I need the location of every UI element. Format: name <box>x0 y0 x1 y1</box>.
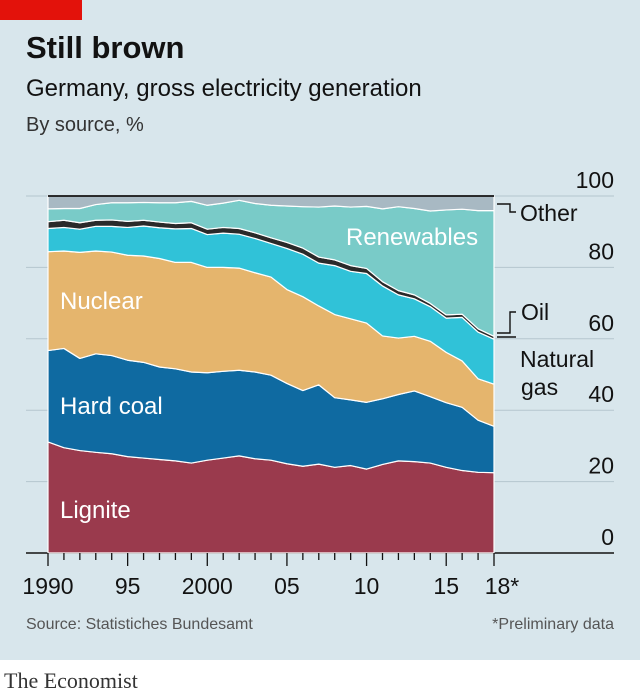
source-note: Source: Statistiches Bundesamt <box>26 616 253 633</box>
side-label-gas: gas <box>521 374 558 400</box>
series-label-nuclear: Nuclear <box>60 288 143 315</box>
x-tick-label: 1990 <box>22 573 73 599</box>
y-tick-label: 100 <box>576 167 614 193</box>
y-tick-label: 0 <box>601 524 614 550</box>
economist-logo: The Economist <box>4 668 138 693</box>
series-label-lignite: Lignite <box>60 497 131 524</box>
brand-red-tag <box>0 0 82 20</box>
side-label-other: Other <box>520 200 578 226</box>
x-tick-label: 05 <box>274 573 300 599</box>
area-series <box>47 195 495 554</box>
series-labels: Lignite Hard coal Nuclear Renewables Oth… <box>60 200 594 524</box>
leader-oil <box>497 311 516 334</box>
stacked-area-chart: 0 20 40 60 80 100 1990 95 2000 05 10 15 18* Lignite… <box>22 167 614 599</box>
y-tick-label: 80 <box>588 238 614 264</box>
x-tick-label: 10 <box>354 573 380 599</box>
x-tick-label: 15 <box>433 573 459 599</box>
y-tick-label: 20 <box>588 453 614 479</box>
y-tick-label: 60 <box>588 310 614 336</box>
footnote: *Preliminary data <box>492 616 614 633</box>
side-label-oil: Oil <box>521 299 549 325</box>
side-label-natural: Natural <box>520 346 594 372</box>
chart-units-label: By source, % <box>26 114 144 136</box>
chart-subtitle: Germany, gross electricity generation <box>26 75 422 102</box>
x-tick-label: 18* <box>485 573 520 599</box>
leader-other <box>497 203 516 213</box>
y-tick-label: 40 <box>588 381 614 407</box>
x-tick-label: 95 <box>115 573 141 599</box>
chart-title: Still brown <box>26 30 185 65</box>
axis-ticks: 1990 95 2000 05 10 15 18* <box>22 553 519 599</box>
series-label-renewables: Renewables <box>346 224 478 251</box>
series-label-hard-coal: Hard coal <box>60 393 163 420</box>
x-tick-label: 2000 <box>182 573 233 599</box>
